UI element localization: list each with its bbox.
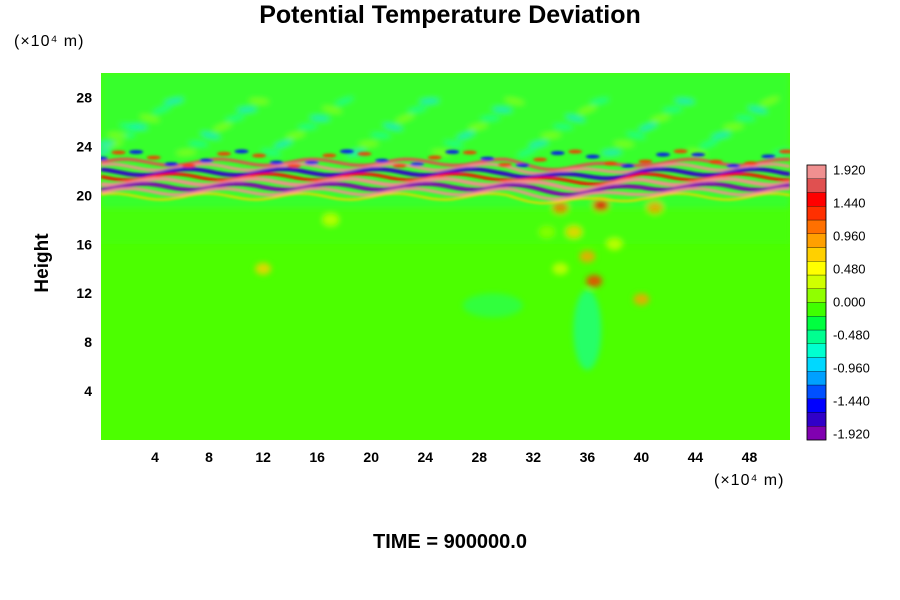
colorbar-swatches [806,164,827,441]
y-tick-label: 8 [84,334,92,350]
x-tick-label: 44 [688,449,704,465]
colorbar-label: 0.960 [833,229,866,244]
y-tick-label: 20 [76,187,92,203]
y-tick-label: 16 [76,236,92,252]
colorbar-swatch [806,178,827,193]
colorbar-frame [806,164,827,441]
colorbar-swatch [806,219,827,234]
colorbar-swatch [806,398,827,413]
colorbar-swatch [806,357,827,372]
colorbar-swatch [806,302,827,317]
colorbar-swatch [806,426,827,441]
colorbar-swatch [806,247,827,262]
colorbar-swatch [806,329,827,344]
x-tick-label: 28 [471,449,487,465]
x-tick-label: 12 [255,449,271,465]
colorbar-label: 1.440 [833,196,866,211]
heatmap-features [101,73,790,370]
x-axis-unit: (×10⁴ m) [714,472,785,489]
colorbar-swatch [806,233,827,248]
colorbar-label: 1.920 [833,163,866,178]
colorbar-label: 0.000 [833,295,866,310]
colorbar-swatch [806,343,827,358]
colorbar-swatch [806,371,827,386]
y-tick-label: 24 [76,138,92,154]
colorbar-label: -1.440 [833,394,870,409]
x-ticks: 4 8 12 16 20 24 28 32 36 40 44 48 [151,449,757,465]
colorbar-swatch [806,261,827,276]
colorbar-labels: 1.920 1.440 0.960 0.480 0.000 -0.480 -0.960 -1.… [833,163,870,442]
colorbar-label: -1.920 [833,427,870,442]
x-tick-label: 20 [363,449,379,465]
x-tick-label: 16 [309,449,325,465]
colorbar-swatch [806,384,827,399]
y-tick-label: 28 [76,89,92,105]
x-tick-label: 48 [742,449,758,465]
x-tick-label: 40 [634,449,650,465]
y-axis-unit: (×10⁴ m) [14,33,85,50]
x-tick-label: 24 [417,449,433,465]
colorbar-label: 0.480 [833,262,866,277]
colorbar-swatch [806,206,827,221]
x-tick-label: 32 [526,449,542,465]
colorbar-swatch [806,192,827,207]
colorbar-swatch [806,274,827,289]
y-tick-label: 12 [76,285,92,301]
field-sharp [101,149,790,205]
colorbar-swatch [806,412,827,427]
colorbar-swatch [806,288,827,303]
chart-title: Potential Temperature Deviation [259,1,641,29]
colorbar-label: -0.480 [833,328,870,343]
x-tick-label: 4 [151,449,159,465]
colorbar-label: -0.960 [833,361,870,376]
x-tick-label: 8 [205,449,213,465]
y-ticks: 4 8 12 16 20 24 28 [76,89,92,399]
x-tick-label: 36 [580,449,596,465]
time-label: TIME = 900000.0 [373,531,527,553]
colorbar-swatch [806,316,827,331]
colorbar-swatch [806,164,827,179]
y-tick-label: 4 [84,383,92,399]
